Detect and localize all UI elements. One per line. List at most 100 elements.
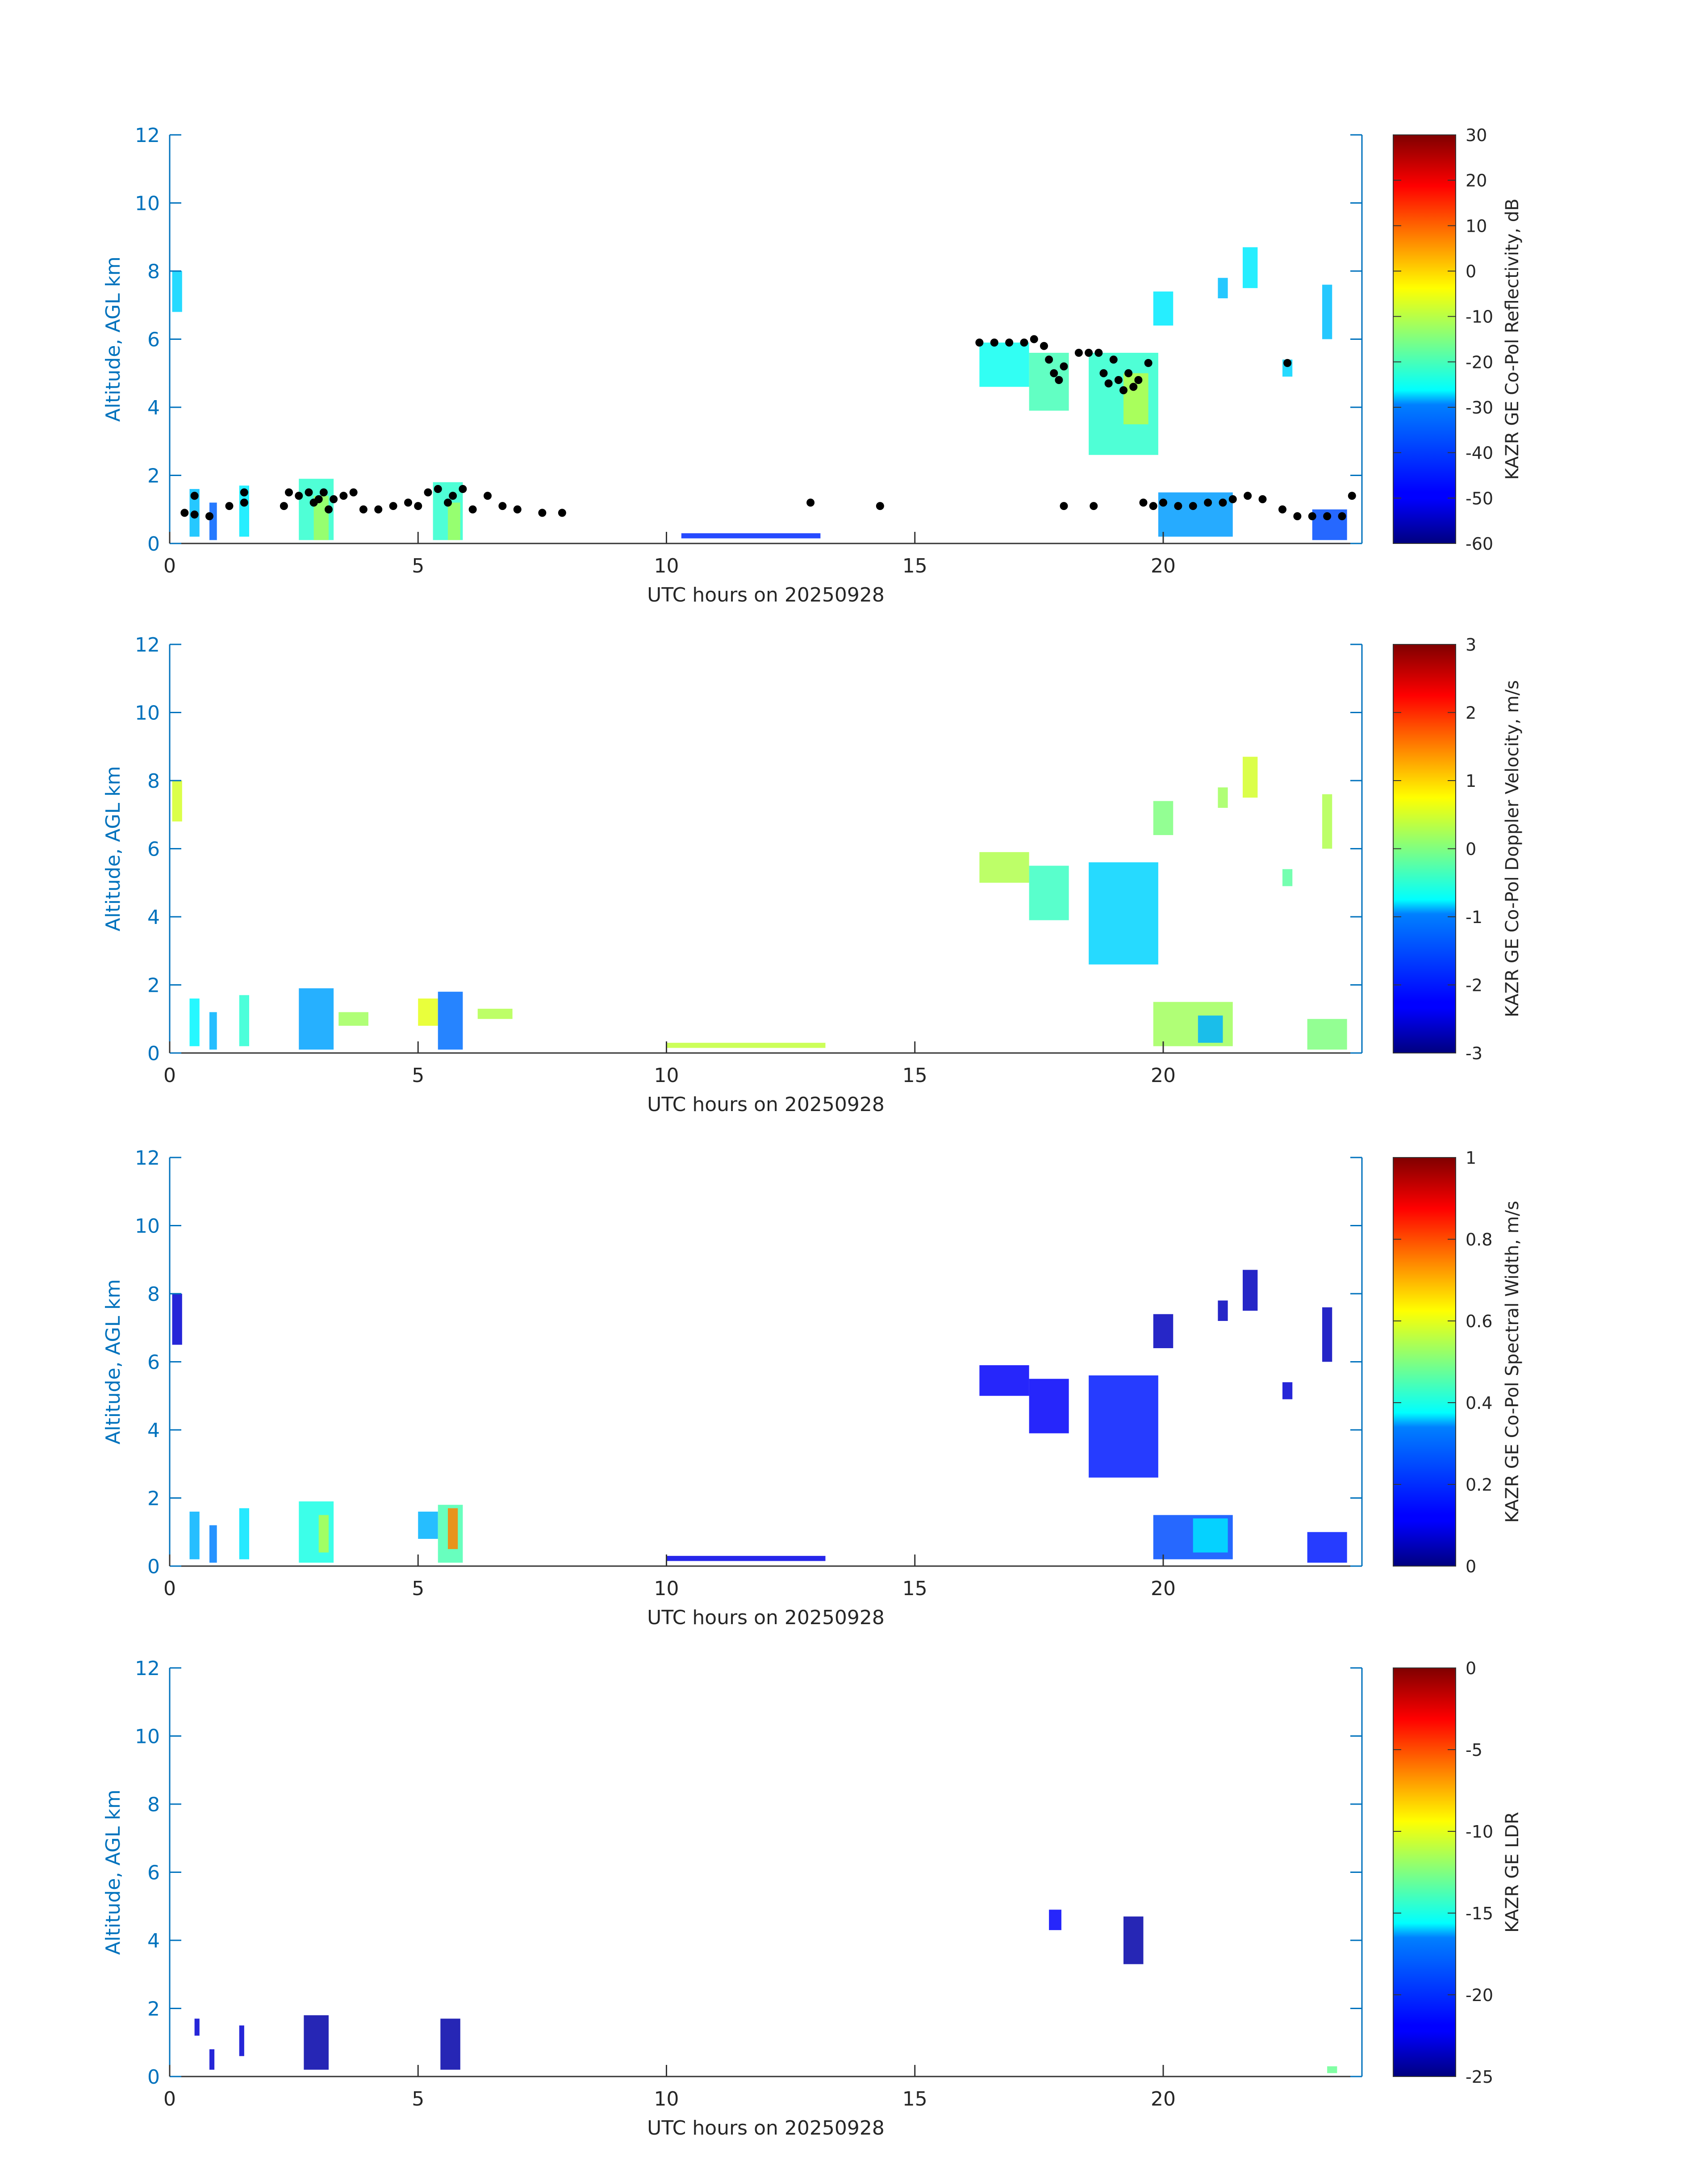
echo-region-12 xyxy=(1089,1375,1158,1478)
echo-region-10 xyxy=(979,1365,1029,1396)
echo-region-6 xyxy=(418,999,438,1026)
colorbar-tick-label-5: -25 xyxy=(1466,2067,1493,2087)
colorbar-label: KAZR GE Co-Pol Spectral Width, m/s xyxy=(1502,1201,1523,1523)
cloud-base-point-46 xyxy=(1074,349,1083,357)
cloud-base-point-69 xyxy=(1258,495,1267,503)
plot-area xyxy=(170,644,1362,1053)
colorbar-tick-label-3: -15 xyxy=(1466,1904,1493,1923)
echo-region-11 xyxy=(1029,865,1069,920)
echo-region-8 xyxy=(681,533,821,539)
y-tick-label-3: 6 xyxy=(147,1862,160,1885)
colorbar xyxy=(1393,644,1456,1053)
y-axis-label: Altitude, AGL km xyxy=(102,256,125,422)
colorbar-tick-label-6: -30 xyxy=(1466,398,1493,418)
y-tick-label-4: 8 xyxy=(147,260,160,283)
cloud-base-point-26 xyxy=(449,492,457,500)
echo-region-0 xyxy=(194,2018,200,2036)
y-tick-label-5: 10 xyxy=(135,1215,160,1238)
cloud-base-point-28 xyxy=(468,505,477,514)
echo-region-1 xyxy=(189,999,200,1046)
y-tick-label-4: 8 xyxy=(147,770,160,793)
echo-region-19 xyxy=(1198,1015,1223,1043)
y-tick-label-5: 10 xyxy=(135,192,160,215)
cloud-base-point-67 xyxy=(1228,495,1237,503)
echo-region-13 xyxy=(1153,1314,1173,1348)
cloud-base-point-76 xyxy=(1348,492,1356,500)
cloud-base-point-38 xyxy=(1005,338,1014,347)
x-tick-label-3: 15 xyxy=(902,1577,927,1600)
x-tick-label-4: 20 xyxy=(1151,555,1176,577)
colorbar-tick-label-0: 0 xyxy=(1466,1659,1476,1678)
cloud-base-point-20 xyxy=(389,502,397,510)
echo-region-4 xyxy=(299,988,334,1050)
x-tick-label-3: 15 xyxy=(902,555,927,577)
colorbar-tick-label-8: -50 xyxy=(1466,489,1493,508)
y-tick-label-0: 0 xyxy=(147,1555,160,1578)
cloud-base-point-51 xyxy=(1109,355,1118,364)
cloud-base-point-29 xyxy=(484,492,492,500)
cloud-base-point-73 xyxy=(1308,512,1316,520)
colorbar-label: KAZR GE Co-Pol Doppler Velocity, m/s xyxy=(1502,680,1523,1017)
cloud-base-point-75 xyxy=(1338,512,1346,520)
cloud-base-point-37 xyxy=(990,338,998,347)
cloud-base-point-31 xyxy=(513,505,522,514)
cloud-base-point-2 xyxy=(190,492,199,500)
cloud-base-point-54 xyxy=(1124,369,1133,377)
cloud-base-point-55 xyxy=(1129,383,1138,391)
echo-region-12 xyxy=(1089,862,1158,965)
colorbar-tick-label-3: 0 xyxy=(1466,262,1476,281)
y-tick-label-1: 2 xyxy=(147,1488,160,1510)
x-axis-label: UTC hours on 20250928 xyxy=(647,1606,885,1629)
colorbar-tick-label-4: 0.2 xyxy=(1466,1475,1492,1495)
echo-region-3 xyxy=(304,2015,329,2070)
y-tick-label-0: 0 xyxy=(147,1042,160,1065)
cloud-base-point-33 xyxy=(558,509,566,517)
y-tick-label-1: 2 xyxy=(147,465,160,488)
cloud-base-point-70 xyxy=(1278,505,1286,514)
echo-region-16 xyxy=(1282,1382,1293,1400)
y-tick-label-6: 12 xyxy=(135,124,160,147)
echo-region-7 xyxy=(448,502,460,540)
y-tick-label-2: 4 xyxy=(147,1419,160,1442)
echo-region-7 xyxy=(1327,2066,1337,2073)
y-tick-label-5: 10 xyxy=(135,1726,160,1748)
echo-region-10 xyxy=(979,852,1029,883)
x-tick-label-0: 0 xyxy=(163,2088,176,2110)
echo-region-5 xyxy=(1049,1910,1061,1930)
echo-region-14 xyxy=(1218,1300,1228,1321)
echo-region-15 xyxy=(1243,756,1258,798)
colorbar-tick-label-5: -20 xyxy=(1466,352,1493,372)
colorbar-tick-label-2: -10 xyxy=(1466,1822,1493,1842)
echo-region-7 xyxy=(438,991,463,1050)
cloud-base-point-65 xyxy=(1204,498,1212,507)
echo-region-2 xyxy=(209,1012,217,1050)
colorbar-tick-label-3: 0.4 xyxy=(1466,1393,1492,1413)
colorbar-tick-label-2: 10 xyxy=(1466,216,1487,236)
cloud-base-point-12 xyxy=(314,495,323,503)
cloud-base-point-24 xyxy=(434,485,442,493)
cloud-base-point-48 xyxy=(1094,349,1103,357)
cloud-base-point-39 xyxy=(1020,338,1028,347)
echo-region-20 xyxy=(1307,1532,1347,1563)
echo-region-14 xyxy=(1218,787,1228,808)
echo-region-8 xyxy=(448,1508,458,1549)
colorbar-tick-label-3: 0 xyxy=(1466,840,1476,859)
y-tick-label-0: 0 xyxy=(147,533,160,556)
cloud-base-point-19 xyxy=(374,505,383,514)
y-tick-label-2: 4 xyxy=(147,906,160,929)
cloud-base-point-15 xyxy=(330,495,338,503)
x-tick-label-2: 10 xyxy=(654,555,679,577)
y-tick-label-3: 6 xyxy=(147,838,160,861)
cloud-base-point-3 xyxy=(205,512,213,520)
x-tick-label-3: 15 xyxy=(902,1064,927,1087)
cloud-base-point-16 xyxy=(339,492,348,500)
y-tick-label-2: 4 xyxy=(147,1930,160,1952)
y-tick-label-2: 4 xyxy=(147,397,160,419)
colorbar xyxy=(1393,134,1456,544)
panel-4: 0 2 4 6 8 10 12 0 5 10 15 20 UTC hours on 20250928 Al… xyxy=(102,1657,1523,2139)
cloud-base-point-22 xyxy=(414,502,422,510)
colorbar-tick-label-1: 20 xyxy=(1466,171,1487,191)
echo-region-2 xyxy=(239,2025,244,2056)
